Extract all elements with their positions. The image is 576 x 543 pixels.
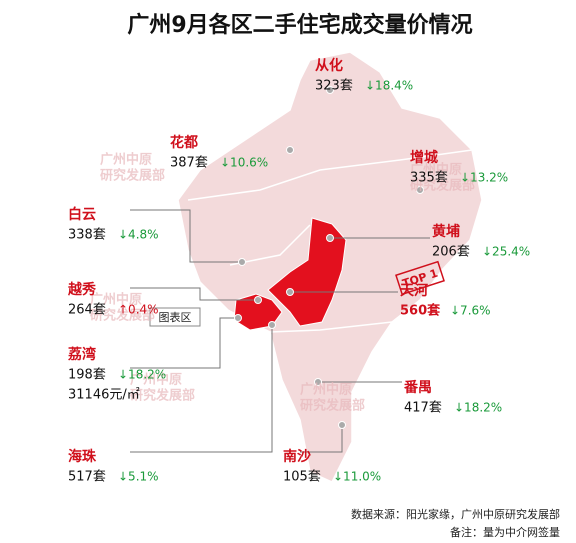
district-dot <box>326 86 334 94</box>
district-name: 海珠 <box>68 448 97 465</box>
leader-line <box>130 317 238 369</box>
title: 广州9月各区二手住宅成交量价情况 <box>127 12 472 38</box>
district-volume: 335套 <box>410 170 448 186</box>
district-name: 番禺 <box>403 379 432 396</box>
stamp-box <box>395 260 445 296</box>
district-border <box>229 224 311 266</box>
district-name: 从化 <box>315 57 343 74</box>
district-volume: 560套 <box>400 303 441 319</box>
leader-line <box>130 287 258 301</box>
district-change: ↓13.2% <box>460 171 508 185</box>
watermark: 广州中原 <box>130 372 182 388</box>
district-dot <box>314 378 322 386</box>
district-name: 增城 <box>410 149 438 166</box>
watermark: 研究发展部 <box>300 398 365 414</box>
watermark: 研究发展部 <box>90 308 155 324</box>
district-dot <box>286 288 294 296</box>
watermark: 研究发展部 <box>130 388 195 404</box>
watermark: 研究发展部 <box>410 178 475 194</box>
watermark: 广州中原 <box>300 382 352 398</box>
district-dot <box>254 296 262 304</box>
district-border <box>269 321 393 333</box>
district-volume: 338套 <box>68 227 106 243</box>
district-change: ↓11.0% <box>333 470 381 484</box>
district-dot <box>286 146 294 154</box>
tooltip: 图表区 <box>159 310 192 324</box>
district-change: ↓18.2% <box>454 401 502 415</box>
watermark: 广州中原 <box>100 152 152 168</box>
watermark: 研究发展部 <box>100 168 165 184</box>
district-name: 天河 <box>400 282 428 299</box>
district-dot <box>416 186 424 194</box>
district-volume: 264套 <box>68 302 106 318</box>
district-name: 荔湾 <box>67 346 96 363</box>
leader-line <box>130 209 242 263</box>
district-name: 白云 <box>68 206 96 223</box>
district-change: ↓5.1% <box>118 470 159 484</box>
watermark: 广州中原 <box>410 162 462 178</box>
district-dot <box>234 314 242 322</box>
district-volume: 105套 <box>283 469 321 485</box>
district-name: 花都 <box>170 134 198 151</box>
tooltip-box <box>149 307 201 327</box>
district-change: ↓18.4% <box>365 79 413 93</box>
watermark: 广州中原 <box>90 292 142 308</box>
district-volume: 517套 <box>68 469 106 485</box>
source: 数据来源：阳光家缘，广州中原研究发展部 <box>351 507 560 521</box>
district-dot <box>338 421 346 429</box>
tianhe-huangpu <box>267 217 347 327</box>
leader-line <box>130 325 273 453</box>
district-price: 31146元/㎡ <box>68 388 140 403</box>
district-volume: 198套 <box>68 367 106 383</box>
note: 备注：量为中介网签量 <box>450 525 560 539</box>
district-border <box>187 149 473 201</box>
district-volume: 417套 <box>404 400 442 416</box>
district-change: ↓25.4% <box>482 245 530 259</box>
district-name: 南沙 <box>283 448 311 465</box>
district-volume: 387套 <box>170 155 208 171</box>
district-change: ↓10.6% <box>220 156 268 170</box>
district-dot <box>268 321 276 329</box>
district-name: 黄埔 <box>432 223 460 240</box>
district-volume: 206套 <box>432 244 470 260</box>
district-change: ↓7.6% <box>450 304 491 318</box>
district-change: ↓18.2% <box>118 368 166 382</box>
district-name: 越秀 <box>67 281 97 298</box>
district-dot <box>326 234 334 242</box>
district-dot <box>238 258 246 266</box>
district-volume: 323套 <box>315 78 353 94</box>
district-change: ↑0.4% <box>118 303 159 317</box>
district-change: ↓4.8% <box>118 228 159 242</box>
leader-line <box>300 425 343 453</box>
